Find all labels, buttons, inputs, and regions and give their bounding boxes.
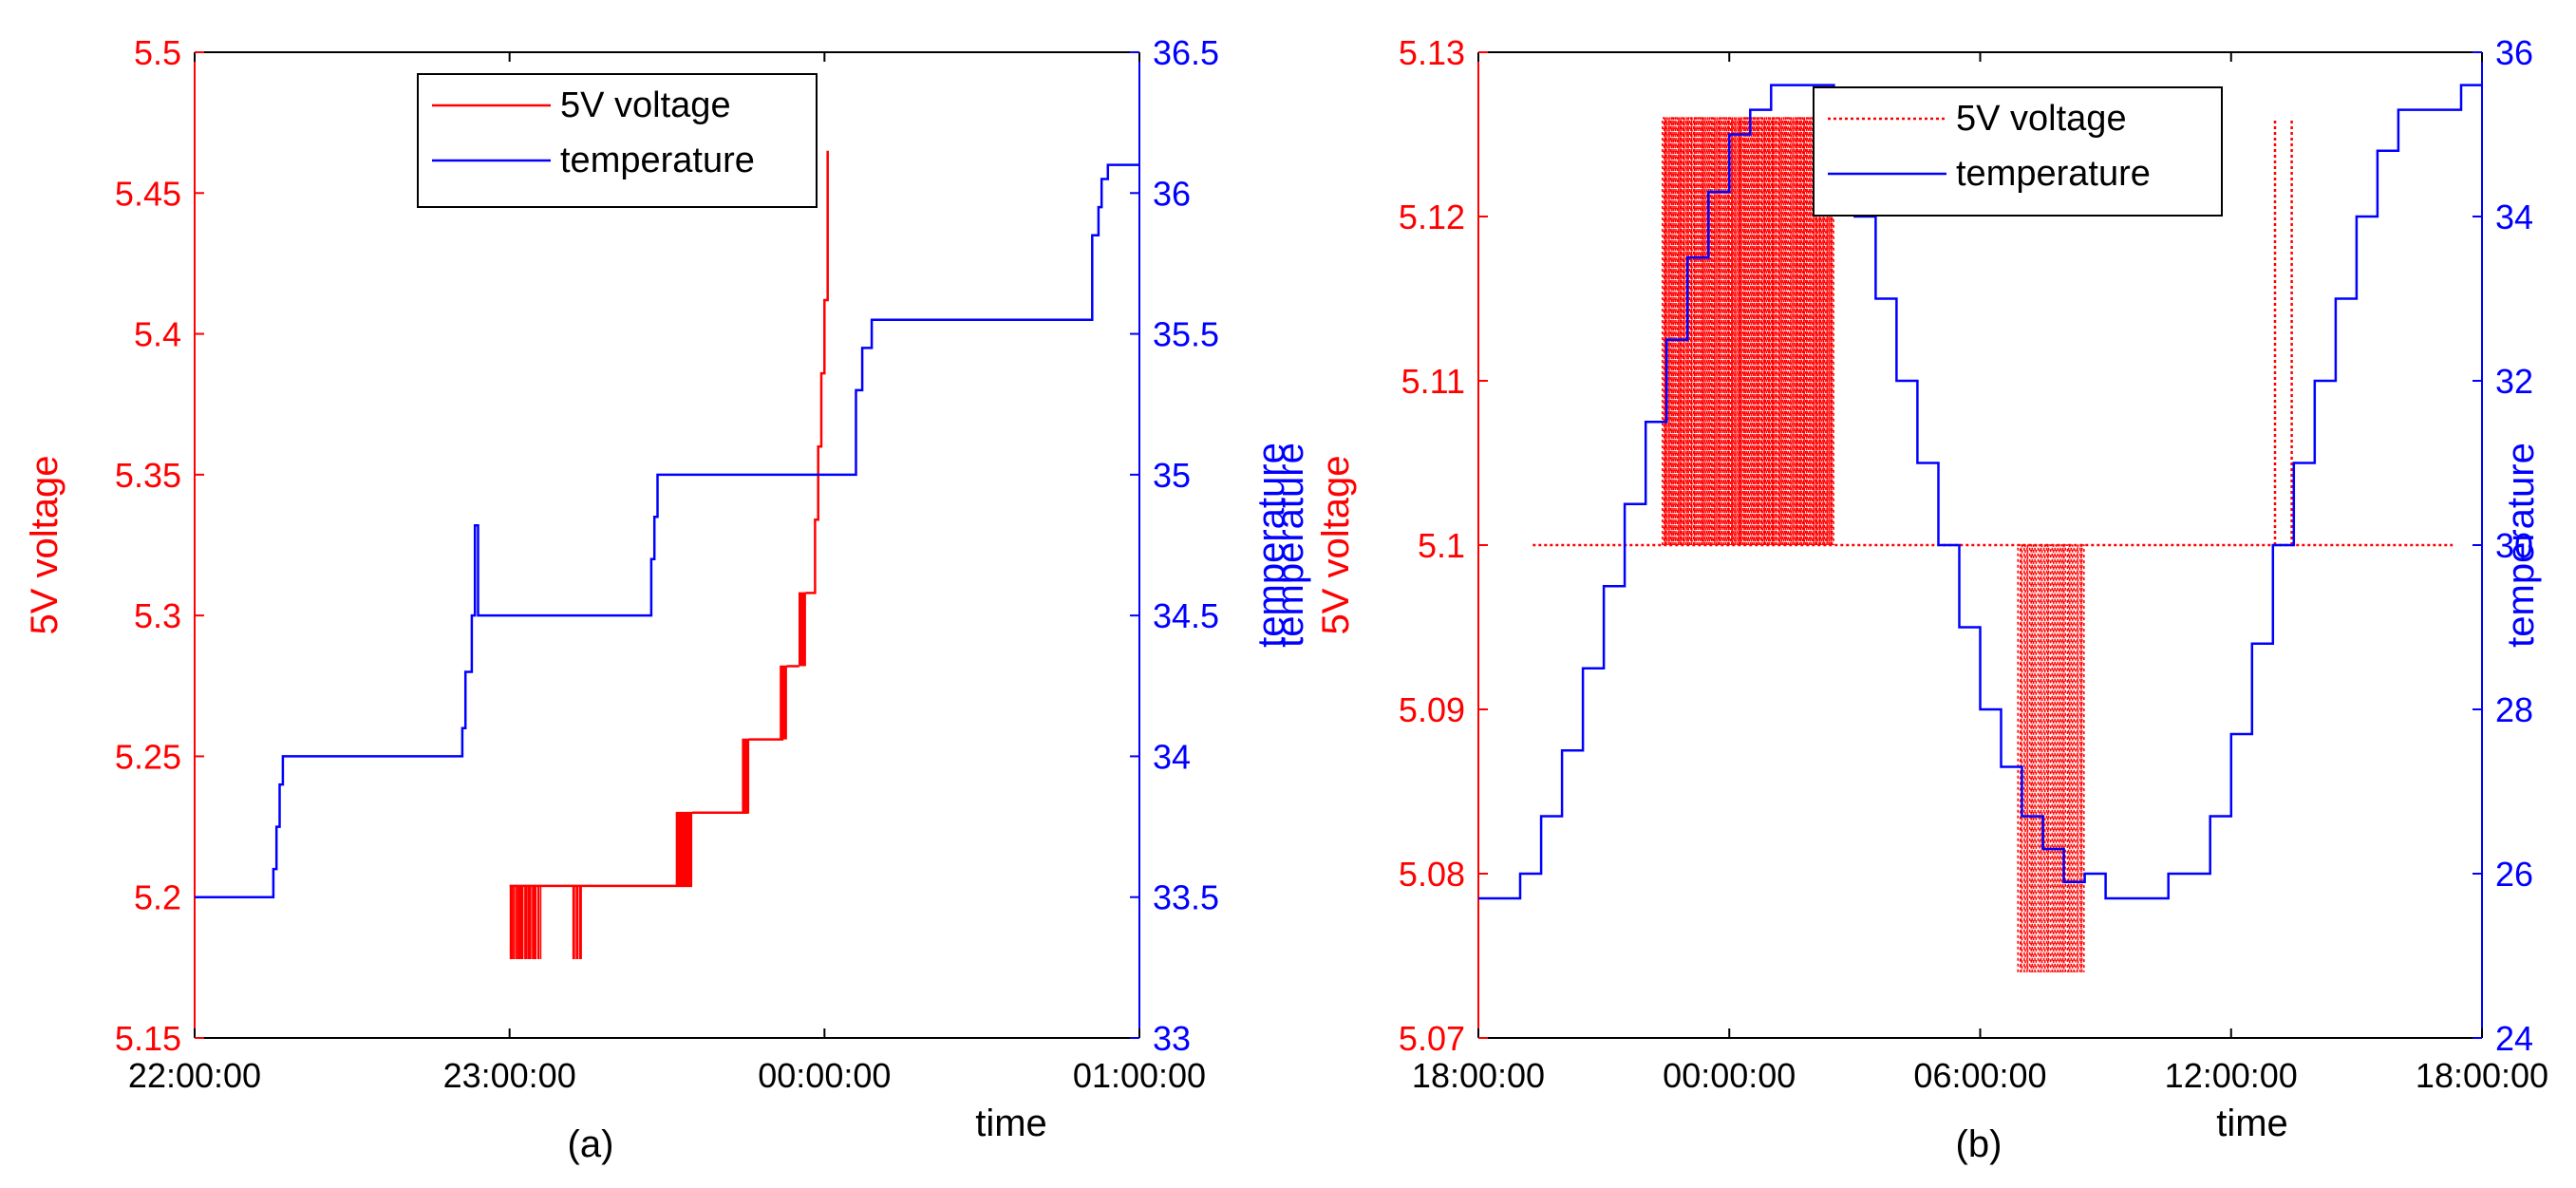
series-line	[1478, 84, 2482, 900]
y-tick-label-right: 34.5	[1153, 596, 1219, 635]
x-tick-label: 00:00:00	[1663, 1056, 1796, 1095]
y-tick-label-left: 5.07	[1399, 1019, 1465, 1058]
series-temperature	[195, 163, 1139, 898]
y-tick-label-right: 33.5	[1153, 878, 1219, 917]
series-temperature	[1478, 84, 2482, 900]
legend-box	[417, 73, 818, 208]
y-tick-label-right: 36	[1153, 174, 1191, 213]
series-segment	[805, 150, 829, 594]
x-tick-label: 22:00:00	[128, 1056, 261, 1095]
y-tick-label-right: 35.5	[1153, 315, 1219, 354]
y-tick-label-left: 5.12	[1399, 198, 1465, 236]
y-tick-label-left: 5.13	[1399, 33, 1465, 72]
legend-label: temperature	[560, 141, 755, 180]
x-tick-label: 18:00:00	[1412, 1056, 1545, 1095]
y-tick-label-left: 5.08	[1399, 855, 1465, 894]
x-tick-label: 23:00:00	[443, 1056, 576, 1095]
y-tick-label-right: 33	[1153, 1019, 1191, 1058]
series-fluctuation	[2017, 544, 2085, 972]
legend: 5V voltage temperature	[1813, 86, 2223, 217]
y-axis-title-right: temperature	[2500, 443, 2542, 648]
panel-caption: (b)	[1956, 1123, 2003, 1165]
x-tick-label: 18:00:00	[2416, 1056, 2548, 1095]
y-tick-label-right: 34	[1153, 737, 1191, 776]
series-fluctuation	[780, 665, 787, 740]
y-tick-label-left: 5.3	[134, 596, 181, 635]
series-fluctuation	[572, 885, 582, 959]
series-fluctuation	[675, 811, 693, 886]
y-tick-label-left: 5.25	[115, 737, 181, 776]
y-axis-title-left: 5V voltage	[24, 455, 66, 634]
y-tick-label-left: 5.11	[1401, 362, 1465, 401]
y-tick-label-left: 5.45	[115, 174, 181, 213]
series-fluctuation	[742, 738, 750, 813]
y-tick-label-left: 5.2	[134, 878, 181, 917]
series-fluctuation	[799, 592, 806, 667]
series-line	[195, 163, 1139, 898]
legend-label: temperature	[1956, 154, 2151, 194]
y-tick-label-right: 26	[2495, 855, 2533, 894]
y-tick-label-right: 34	[2495, 198, 2533, 236]
x-tick-label: 00:00:00	[758, 1056, 891, 1095]
series-voltage	[509, 150, 829, 959]
y-tick-label-right: 30	[2495, 526, 2533, 565]
y-tick-label-left: 5.4	[134, 315, 181, 354]
y-tick-label-left: 5.5	[134, 33, 181, 72]
series-fluctuation	[509, 885, 542, 959]
x-axis-title: time	[975, 1103, 1047, 1144]
legend-label: 5V voltage	[560, 85, 731, 125]
y-tick-label-left: 5.15	[115, 1019, 181, 1058]
series-voltage	[1532, 117, 2454, 972]
y-tick-label-right: 32	[2495, 362, 2533, 401]
y-tick-label-right: 24	[2495, 1019, 2533, 1058]
y-tick-label-right: 36	[2495, 33, 2533, 72]
panel-caption: (a)	[568, 1123, 614, 1165]
y-axis-title-overlap: temperature	[1269, 443, 1311, 648]
y-axis-title-left: 5V voltage	[1315, 455, 1357, 634]
y-tick-label-left: 5.1	[1418, 526, 1465, 565]
chart-panel-a: 22:00:00 23:00:00 00:00:00 01:00:005.155.25…	[24, 33, 1292, 1165]
chart-panel-b: 18:00:00 00:00:00 06:00:00 12:00:00 18:00:00…	[1269, 33, 2548, 1165]
y-tick-label-left: 5.35	[115, 456, 181, 495]
legend-label: 5V voltage	[1956, 99, 2127, 139]
y-axis-title-right: temperature	[1250, 443, 1292, 648]
legend: 5V voltage temperature	[417, 73, 818, 208]
y-tick-label-right: 36.5	[1153, 33, 1219, 72]
legend-box	[1813, 86, 2223, 217]
y-tick-label-right: 28	[2495, 690, 2533, 729]
x-tick-label: 01:00:00	[1073, 1056, 1206, 1095]
x-tick-label: 06:00:00	[1913, 1056, 2046, 1095]
x-axis-title: time	[2216, 1103, 2288, 1144]
y-tick-label-right: 35	[1153, 456, 1191, 495]
y-tick-label-left: 5.09	[1399, 690, 1465, 729]
x-tick-label: 12:00:00	[2165, 1056, 2298, 1095]
